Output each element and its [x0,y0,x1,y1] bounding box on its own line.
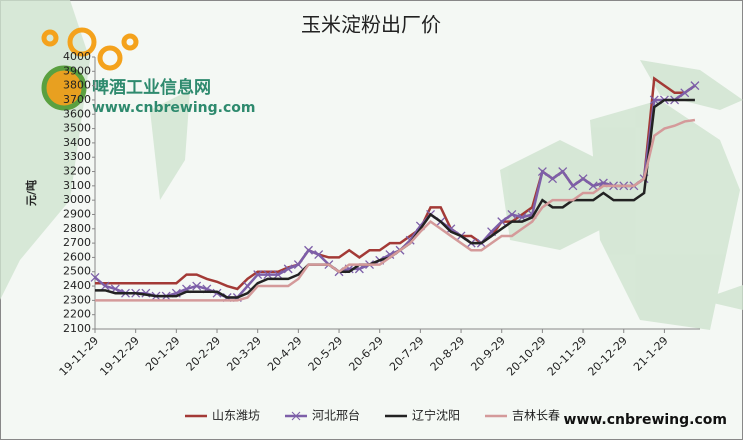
point-marker [273,270,283,280]
point-marker [253,270,263,280]
y-tick-label: 2100 [63,322,91,335]
y-tick-label: 2300 [63,293,91,306]
y-tick-label: 3500 [63,122,91,135]
y-tick-label: 2900 [63,207,91,220]
y-tick-label: 2500 [63,265,91,278]
point-marker [649,95,659,105]
point-marker [588,181,598,191]
source: www.cnbrewing.com [564,412,727,428]
y-tick-label: 3800 [63,79,91,92]
legend-marker [291,411,301,421]
y-tick-label: 4000 [63,50,91,63]
y-tick-label: 3100 [63,179,91,192]
point-marker [507,210,517,219]
point-marker [537,167,547,176]
series-line [95,118,696,302]
watermark: www.cnbrewing.com [92,100,255,116]
point-marker [243,281,252,291]
y-tick-label: 3300 [63,150,91,163]
legend-label: 河北邢台 [312,408,360,423]
point-marker [90,273,100,282]
y-tick-label: 3200 [63,165,91,178]
point-marker [568,181,578,191]
y-tick-label: 3600 [63,107,91,120]
y-tick-label: 2200 [63,308,91,321]
y-tick-label: 3000 [63,193,91,206]
point-marker [100,281,110,291]
y-tick-label: 2800 [63,222,91,235]
point-marker [192,281,202,291]
point-marker [293,260,303,270]
point-marker [558,167,568,176]
y-tick-label: 3700 [63,93,91,106]
point-marker [578,174,588,184]
y-tick-label: 3400 [63,136,91,149]
y-tick-label: 3900 [63,64,91,77]
point-marker [263,270,273,280]
legend-label: 辽宁沈阳 [412,408,460,423]
point-marker [304,245,313,255]
legend-label: 吉林长春 [512,409,560,423]
y-tick-label: 2700 [63,236,91,249]
watermark: 啤酒工业信息网 [92,77,211,98]
y-axis-label: 元/吨 [24,180,38,206]
point-marker [497,217,507,227]
point-marker [548,174,558,184]
chart-title: 玉米淀粉出厂价 [301,13,441,37]
logo [41,27,139,111]
legend-label: 山东潍坊 [212,408,260,423]
y-tick-label: 2400 [63,279,91,292]
point-marker [314,250,324,260]
point-marker [680,88,690,98]
y-tick-label: 2600 [63,250,91,263]
point-marker [690,81,700,91]
point-marker [283,264,293,274]
